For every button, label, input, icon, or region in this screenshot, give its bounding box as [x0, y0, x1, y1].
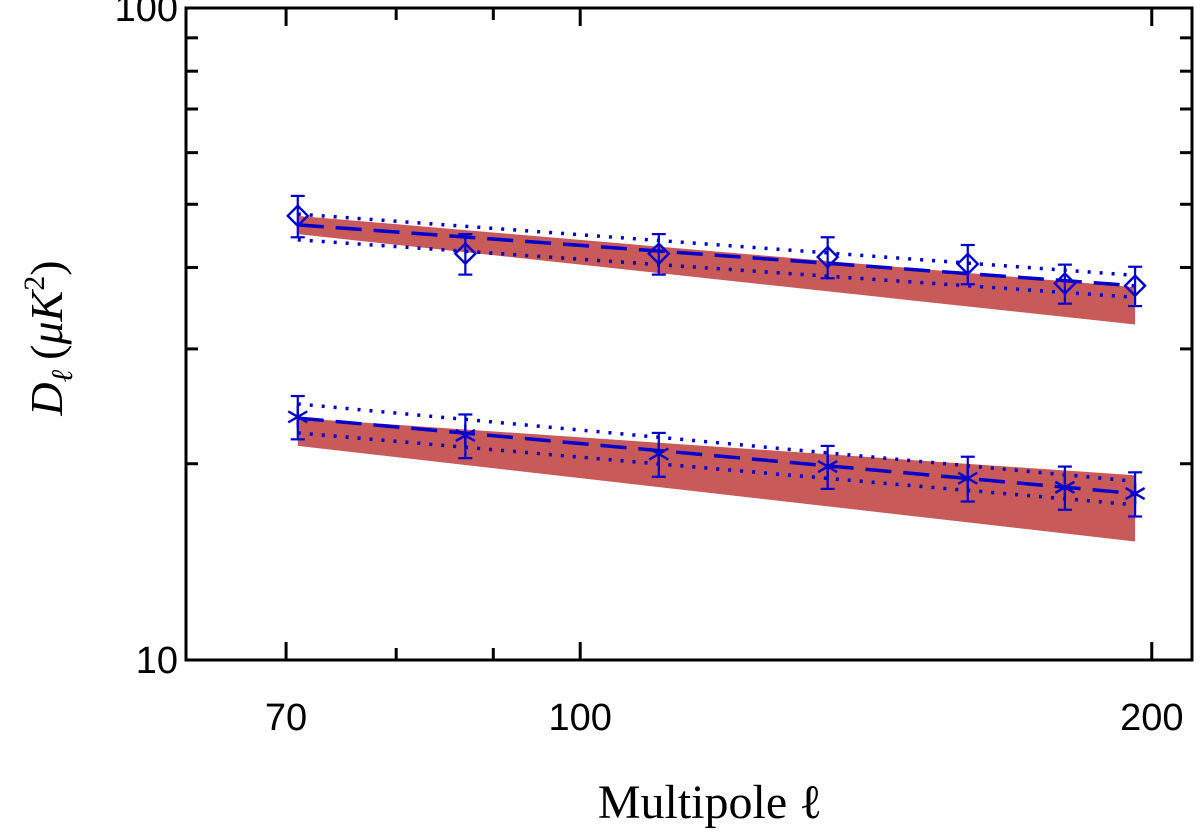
data-point-upper — [815, 236, 840, 280]
y-tick-label: 10 — [136, 640, 178, 682]
data-point-lower — [817, 444, 838, 490]
data-point-upper — [453, 233, 478, 276]
axes: 70 100 200 10 100 — [115, 0, 1194, 739]
asterisk-stroke — [817, 460, 838, 474]
y-axis-label-mu: μ — [21, 321, 72, 345]
y-axis-label-close: ) — [21, 260, 72, 275]
fit-dashed-upper — [297, 223, 1136, 288]
x-axis-label: Multipole ℓ — [598, 776, 822, 829]
diamond-marker — [815, 245, 840, 269]
diamond-marker — [286, 204, 310, 228]
diamond-marker — [1053, 271, 1077, 296]
data-point-lower — [1124, 471, 1146, 518]
y-axis-label-power: 2 — [18, 276, 51, 291]
asterisk-stroke — [648, 447, 669, 461]
asterisk-stroke — [957, 471, 978, 485]
diamond-marker — [956, 252, 980, 276]
y-axis-label-unit: K — [21, 288, 72, 322]
diamond-marker — [453, 241, 478, 266]
fit-dashed-lower — [297, 416, 1136, 496]
model-band-upper — [297, 215, 1136, 325]
data-point-upper — [1053, 263, 1077, 305]
data-point-lower — [957, 455, 978, 503]
data-point-upper — [1123, 265, 1147, 308]
y-axis-label-subscript: ℓ — [46, 369, 79, 382]
fit-dotted-lower-lower — [297, 431, 1136, 507]
asterisk-stroke — [1124, 487, 1146, 501]
y-axis-label-open: ( — [21, 345, 72, 360]
x-tick-label: 200 — [1120, 697, 1183, 739]
diamond-marker — [1123, 274, 1147, 298]
y-tick-label: 100 — [115, 0, 178, 30]
data-point-upper — [286, 194, 310, 239]
data-point-lower — [455, 413, 476, 460]
diamond-marker — [647, 241, 671, 266]
asterisk-stroke — [455, 428, 476, 442]
data-point-lower — [287, 394, 308, 441]
model-band-lower — [297, 418, 1136, 542]
y-axis-label: Dℓ (μK2) — [18, 260, 79, 416]
axes-frame — [184, 6, 1194, 662]
x-tick-label: 100 — [548, 697, 611, 739]
plot-area — [286, 194, 1147, 542]
data-point-upper — [647, 233, 671, 276]
data-point-lower — [1054, 465, 1076, 511]
x-tick-label: 70 — [265, 697, 307, 739]
y-axis-label-symbol: D — [21, 382, 72, 416]
asterisk-stroke — [287, 410, 308, 424]
fit-dotted-upper-lower — [297, 402, 1136, 483]
data-point-lower — [648, 431, 669, 478]
data-point-upper — [956, 243, 980, 286]
asterisk-stroke — [1054, 480, 1076, 494]
